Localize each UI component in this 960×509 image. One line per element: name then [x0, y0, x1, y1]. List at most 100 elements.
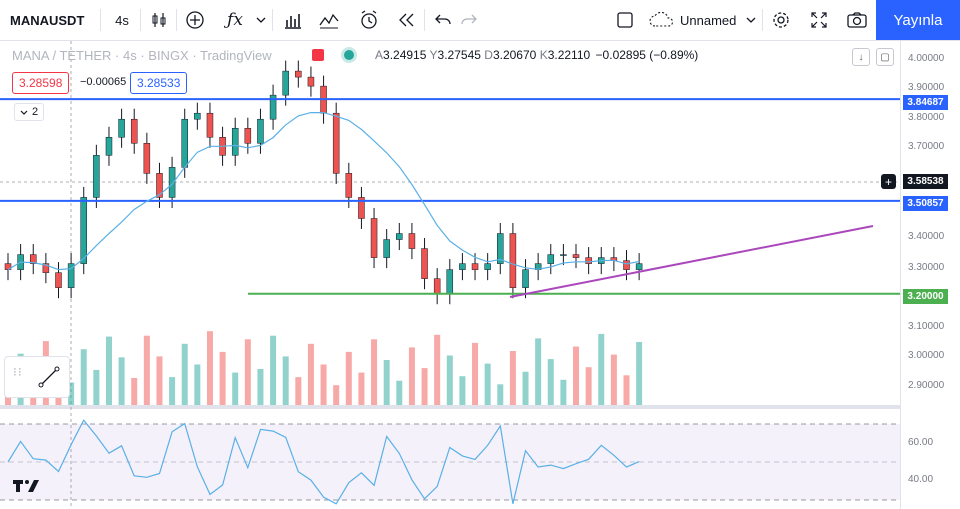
volume-bar [105, 336, 112, 405]
compare-icon[interactable] [316, 0, 342, 40]
volume-bar [118, 357, 125, 405]
ohlc-values: A3.24915 Y3.27545 D3.20670 K3.22110 −0.0… [375, 48, 698, 62]
candle-body [206, 112, 214, 138]
scroll-down-arrow-icon[interactable]: ↓ [852, 48, 870, 66]
candle-body [269, 94, 277, 120]
volume-bar [270, 335, 277, 405]
tradingview-logo-icon[interactable] [12, 478, 40, 497]
volume-bar [547, 359, 554, 405]
publish-button[interactable]: Yayınla [876, 0, 960, 40]
price-tick: 3.00000 [908, 350, 945, 361]
fullscreen-toggle-icon[interactable] [612, 0, 638, 40]
collapse-indicators-button[interactable]: 2 [14, 103, 44, 121]
restore-view-icon[interactable]: ▢ [876, 48, 894, 66]
candle-body [547, 254, 555, 264]
undo-icon[interactable] [430, 0, 456, 40]
volume-bar [282, 356, 289, 405]
legend-flag-icon[interactable] [312, 49, 324, 61]
volume-bar [610, 354, 617, 405]
volume-bar [408, 347, 415, 405]
candles-icon[interactable] [146, 0, 172, 40]
price-tick: 3.30000 [908, 262, 945, 273]
volume-bar [169, 377, 176, 405]
replay-icon[interactable] [394, 0, 420, 40]
pane-separator [0, 405, 900, 409]
volume-bar [93, 369, 100, 405]
price-tick: 3.40000 [908, 231, 945, 242]
volume-bar [358, 372, 365, 405]
trend-line-tool-icon[interactable] [37, 365, 61, 394]
candle-body [433, 278, 441, 294]
fullscreen-icon[interactable] [806, 0, 832, 40]
volume-bar [206, 331, 213, 405]
financials-icon[interactable] [280, 0, 306, 40]
volume-bar [219, 351, 226, 405]
price-tick: 3.80000 [908, 112, 945, 123]
candle-body [484, 263, 491, 270]
divider [424, 9, 425, 31]
layout-name-button[interactable]: Unnamed [648, 0, 760, 40]
volume-bar [421, 368, 428, 405]
settings-gear-icon[interactable] [768, 0, 794, 40]
candle-body [572, 254, 580, 258]
low-value: 3.20670 [492, 48, 537, 62]
volume-bar [194, 364, 201, 405]
chevron-down-icon [20, 110, 28, 115]
candle-body [623, 260, 630, 270]
volume-bar [623, 375, 630, 405]
add-alert-plus-icon[interactable]: + [881, 174, 896, 189]
candle-body [93, 155, 100, 198]
cloud-icon [649, 11, 674, 27]
candle-body [560, 254, 567, 256]
redo-icon[interactable] [456, 0, 482, 40]
interval-button[interactable]: 4s [115, 12, 129, 28]
volume-bar [585, 367, 592, 405]
divider [176, 9, 177, 31]
candle-body [635, 263, 643, 270]
candle-body [156, 173, 163, 198]
volume-bar [472, 342, 479, 405]
volume-bar [333, 385, 340, 405]
rsi-tick: 40.00 [908, 474, 934, 485]
candle-body [383, 239, 390, 258]
chevron-down-icon[interactable] [254, 0, 268, 40]
chart-legend-title: MANA / TETHER · 4s · BINGX · TradingView [12, 48, 272, 63]
rsi-tick: 60.00 [908, 437, 934, 448]
candle-body [194, 112, 201, 120]
add-indicator-icon[interactable] [182, 0, 208, 40]
candle-body [29, 254, 37, 264]
alert-icon[interactable] [356, 0, 382, 40]
price-axis[interactable] [900, 41, 960, 509]
symbol-search-button[interactable]: MANAUSDT [10, 12, 85, 28]
indicators-icon[interactable]: ƒx [227, 10, 243, 30]
moving-average-line [7, 111, 640, 271]
price-tick: 4.00000 [908, 53, 945, 64]
volume-bar [383, 360, 390, 405]
candle-body [370, 218, 378, 258]
buy-price-button[interactable]: 3.28533 [130, 72, 188, 94]
volume-bar [522, 371, 529, 405]
candle-body [522, 269, 529, 288]
candle-body [257, 118, 264, 144]
change-value: −0.02895 (−0.89%) [595, 48, 699, 62]
candle-body [67, 263, 75, 288]
trend-line [509, 225, 874, 298]
camera-snapshot-icon[interactable] [844, 0, 870, 40]
volume-bars [5, 331, 643, 405]
candle-body [295, 70, 302, 78]
volume-bar [446, 355, 453, 405]
candle-body [80, 197, 87, 264]
price-tick: 3.90000 [908, 82, 945, 93]
volume-bar [257, 369, 264, 405]
volume-bar [295, 377, 302, 405]
close-value: 3.22110 [547, 48, 591, 62]
candle-body [168, 167, 176, 198]
drag-handle-icon[interactable]: ⁝⁝ [13, 365, 23, 379]
volume-bar [68, 382, 75, 405]
price-chart[interactable] [0, 41, 960, 509]
sell-price-button[interactable]: 3.28598 [12, 72, 70, 94]
price-tag-mid-resistance: 3.50857 [903, 196, 948, 211]
price-tick: 3.70000 [908, 141, 945, 152]
candle-body [446, 269, 454, 294]
volume-bar [345, 351, 352, 405]
